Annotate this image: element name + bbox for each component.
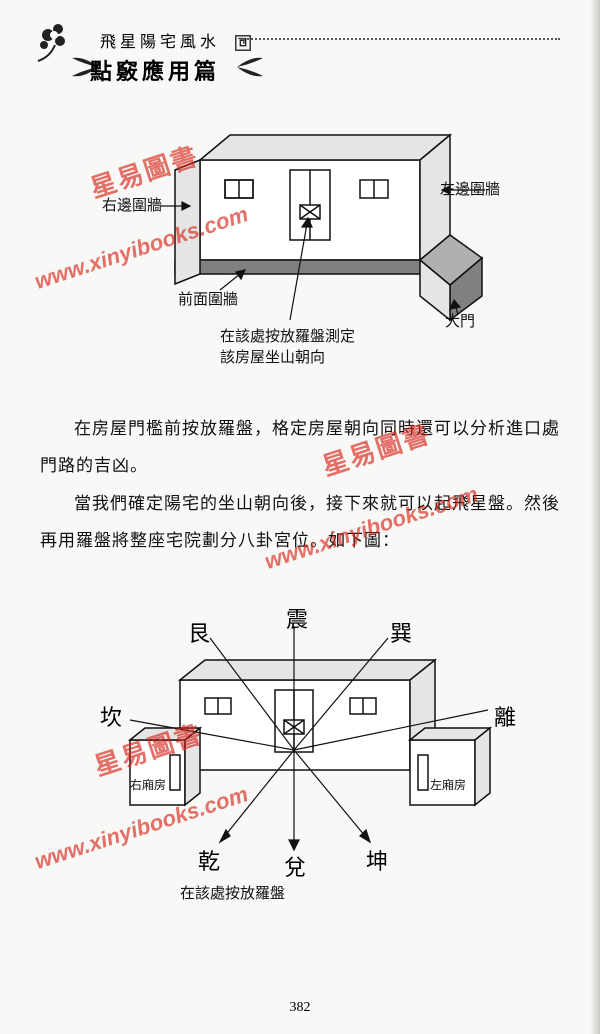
header-dotted-line <box>240 38 560 40</box>
page-number: 382 <box>0 1000 600 1016</box>
page: 飛星陽宅風水 點竅應用篇 <box>0 0 600 1034</box>
bagua-qian: 乾 <box>198 844 220 876</box>
label-right-wall: 右邊圍牆 <box>102 194 162 215</box>
header-title-2: 點竅應用篇 <box>90 54 220 86</box>
bagua-li: 離 <box>494 700 516 732</box>
diagram2-caption: 在該處按放羅盤 <box>180 882 285 903</box>
label-front-wall: 前面圍牆 <box>178 288 238 309</box>
bagua-kan: 坎 <box>100 700 122 732</box>
label-gate: 大門 <box>445 310 475 331</box>
page-right-edge-shadow <box>590 0 600 1034</box>
label-right-room: 右廂房 <box>130 776 166 793</box>
bagua-gen: 艮 <box>188 616 210 648</box>
leaf-right-icon <box>235 54 265 80</box>
bagua-xun: 巽 <box>390 616 412 648</box>
diagram1-caption2: 該房屋坐山朝向 <box>220 346 325 367</box>
label-left-room: 左廂房 <box>430 776 466 793</box>
page-header: 飛星陽宅風水 點竅應用篇 <box>40 20 560 100</box>
header-title-1: 飛星陽宅風水 <box>100 28 252 52</box>
bagua-zhen: 震 <box>286 602 308 634</box>
bagua-dui: 兌 <box>284 850 306 882</box>
diagram-1-svg <box>90 110 510 340</box>
diagram-1: 右邊圍牆 左邊圍牆 前面圍牆 大門 在該處按放羅盤測定 該房屋坐山朝向 <box>90 110 510 370</box>
body-text: 在房屋門檻前按放羅盤，格定房屋朝向同時還可以分析進口處門路的吉凶。 當我們確定陽… <box>40 410 560 560</box>
paragraph-2: 當我們確定陽宅的坐山朝向後，接下來就可以起飛星盤。然後再用羅盤將整座宅院劃分八卦… <box>40 485 560 560</box>
header-title-1-text: 飛星陽宅風水 <box>100 34 220 51</box>
paragraph-1: 在房屋門檻前按放羅盤，格定房屋朝向同時還可以分析進口處門路的吉凶。 <box>40 410 560 485</box>
diagram1-caption1: 在該處按放羅盤測定 <box>220 325 355 346</box>
bagua-kun: 坤 <box>366 844 388 876</box>
diagram-2: 艮 震 巽 坎 離 乾 兌 坤 右廂房 左廂房 在該處按放羅盤 <box>70 600 530 900</box>
label-left-wall: 左邊圍牆 <box>440 178 500 199</box>
